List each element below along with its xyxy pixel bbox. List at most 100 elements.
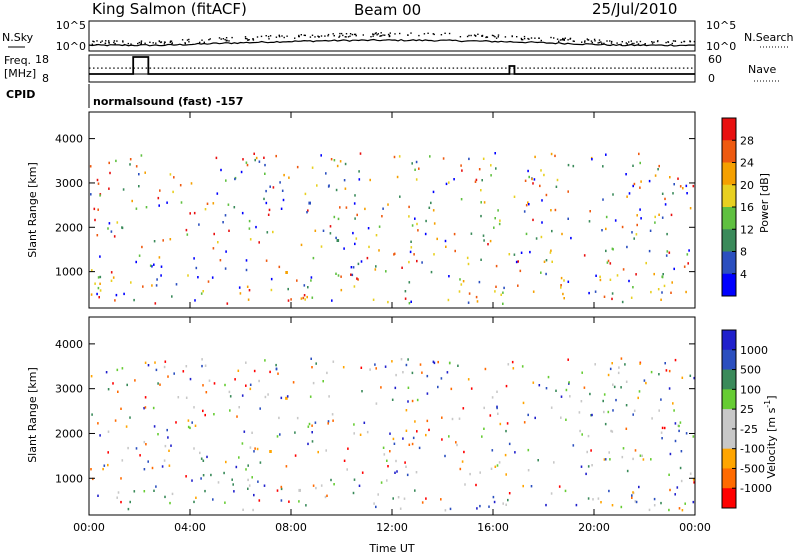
nsearch-point [303,34,305,36]
nsearch-point [332,33,334,35]
heat-cell [580,400,583,403]
nave-point [432,67,434,69]
heat-cell [579,429,581,433]
nsearch-point [149,41,151,43]
heat-cell [467,301,470,304]
heat-cell [664,203,667,206]
heat-cell [410,246,413,249]
heat-cell [692,500,695,504]
heat-cell [393,253,395,256]
heat-cell [490,164,492,167]
heat-cell [280,487,283,491]
heat-cell [689,472,692,475]
heat-cell [352,231,354,235]
heat-cell [207,280,210,283]
heat-cell [366,430,369,434]
heat-cell [287,287,289,291]
heat-cell [617,371,620,375]
nave-point [129,67,131,69]
heat-cell [202,384,204,387]
heat-cell [311,424,313,427]
heat-cell [155,485,157,488]
heat-cell [96,178,99,182]
nsearch-point [209,38,211,40]
heat-cell [611,297,613,301]
colorbar-swatch [722,389,736,410]
heat-cell [626,195,628,198]
heat-cell [506,422,509,425]
nsearch-point [689,40,691,42]
heat-cell [201,364,203,368]
colorbar-swatch [722,229,736,252]
heat-cell [433,222,436,225]
nsearch-point [283,36,285,39]
heat-cell [276,435,279,438]
heat-cell [375,234,378,237]
heat-cell [298,488,301,492]
heat-cell [495,285,497,288]
nsearch-point [388,34,391,37]
nave-point [246,67,249,69]
heat-cell [570,236,572,240]
heat-cell [110,271,113,274]
heat-cell [247,478,249,482]
heat-cell [238,456,240,459]
heat-cell [330,478,332,482]
heat-cell [635,500,638,504]
heat-cell [633,237,635,240]
heat-cell [233,206,236,209]
heat-cell [246,163,249,167]
heat-cell [555,389,557,392]
nsearch-point [130,43,132,45]
heat-cell [664,197,666,201]
heat-cell [393,442,396,445]
heat-cell [107,227,109,230]
heat-cell [290,298,292,301]
heat-cell [650,458,652,461]
heat-cell [433,361,436,365]
heat-cell [678,429,680,433]
heat-cell [560,395,563,398]
nsearch-point [387,33,390,36]
heat-cell [661,275,664,279]
heat-cell [580,465,583,468]
velocity-y-axis: 1000 2000 3000 4000 [55,338,695,485]
heat-cell [304,298,306,301]
nave-point [408,67,410,69]
heat-cell [489,239,492,243]
heat-cell [685,290,687,294]
heat-cell [674,439,677,443]
nsearch-point [100,41,102,43]
heat-cell [129,163,131,166]
nsearch-point [504,36,507,38]
heat-cell [602,165,604,168]
nsearch-point [432,33,434,35]
power-panel: 1000 2000 3000 4000 Slant Range [km] 4 8 12 16… [26,111,771,309]
x-tick-label: 12:00 [376,521,408,534]
heat-cell [522,484,524,488]
heat-cell [550,209,552,212]
heat-cell [130,281,132,284]
heat-cell [545,193,548,197]
nave-point [234,67,236,69]
nave-point [105,67,107,69]
heat-cell [251,431,253,434]
heat-cell [639,208,641,211]
heat-cell [549,251,552,254]
nsearch-point [562,37,564,40]
heat-cell [527,448,530,452]
heat-cell [151,466,154,470]
heat-cell [632,184,634,188]
heat-cell [550,492,553,495]
heat-cell [418,167,420,170]
nsearch-point [379,35,381,37]
heat-cell [296,416,299,420]
heat-cell [519,269,522,273]
heat-cell [448,361,451,365]
heat-cell [305,504,307,507]
heat-cell [672,192,674,195]
heat-cell [311,166,314,169]
heat-cell [520,251,523,254]
nave-point [250,67,253,69]
heat-cell [122,188,125,191]
